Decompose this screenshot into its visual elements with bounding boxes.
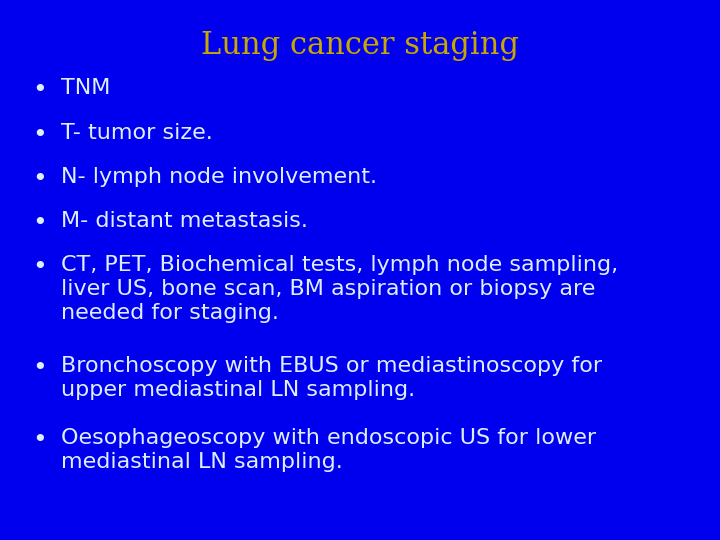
Text: •: • — [32, 123, 47, 146]
Text: •: • — [32, 428, 47, 452]
Text: TNM: TNM — [61, 78, 111, 98]
Text: Bronchoscopy with EBUS or mediastinoscopy for
upper mediastinal LN sampling.: Bronchoscopy with EBUS or mediastinoscop… — [61, 356, 603, 400]
Text: •: • — [32, 78, 47, 102]
Text: CT, PET, Biochemical tests, lymph node sampling,
liver US, bone scan, BM aspirat: CT, PET, Biochemical tests, lymph node s… — [61, 255, 618, 323]
Text: N- lymph node involvement.: N- lymph node involvement. — [61, 167, 377, 187]
Text: •: • — [32, 167, 47, 191]
Text: •: • — [32, 356, 47, 380]
Text: Lung cancer staging: Lung cancer staging — [201, 30, 519, 60]
Text: •: • — [32, 211, 47, 235]
Text: Oesophageoscopy with endoscopic US for lower
mediastinal LN sampling.: Oesophageoscopy with endoscopic US for l… — [61, 428, 596, 472]
Text: •: • — [32, 255, 47, 279]
Text: M- distant metastasis.: M- distant metastasis. — [61, 211, 308, 231]
Text: T- tumor size.: T- tumor size. — [61, 123, 213, 143]
